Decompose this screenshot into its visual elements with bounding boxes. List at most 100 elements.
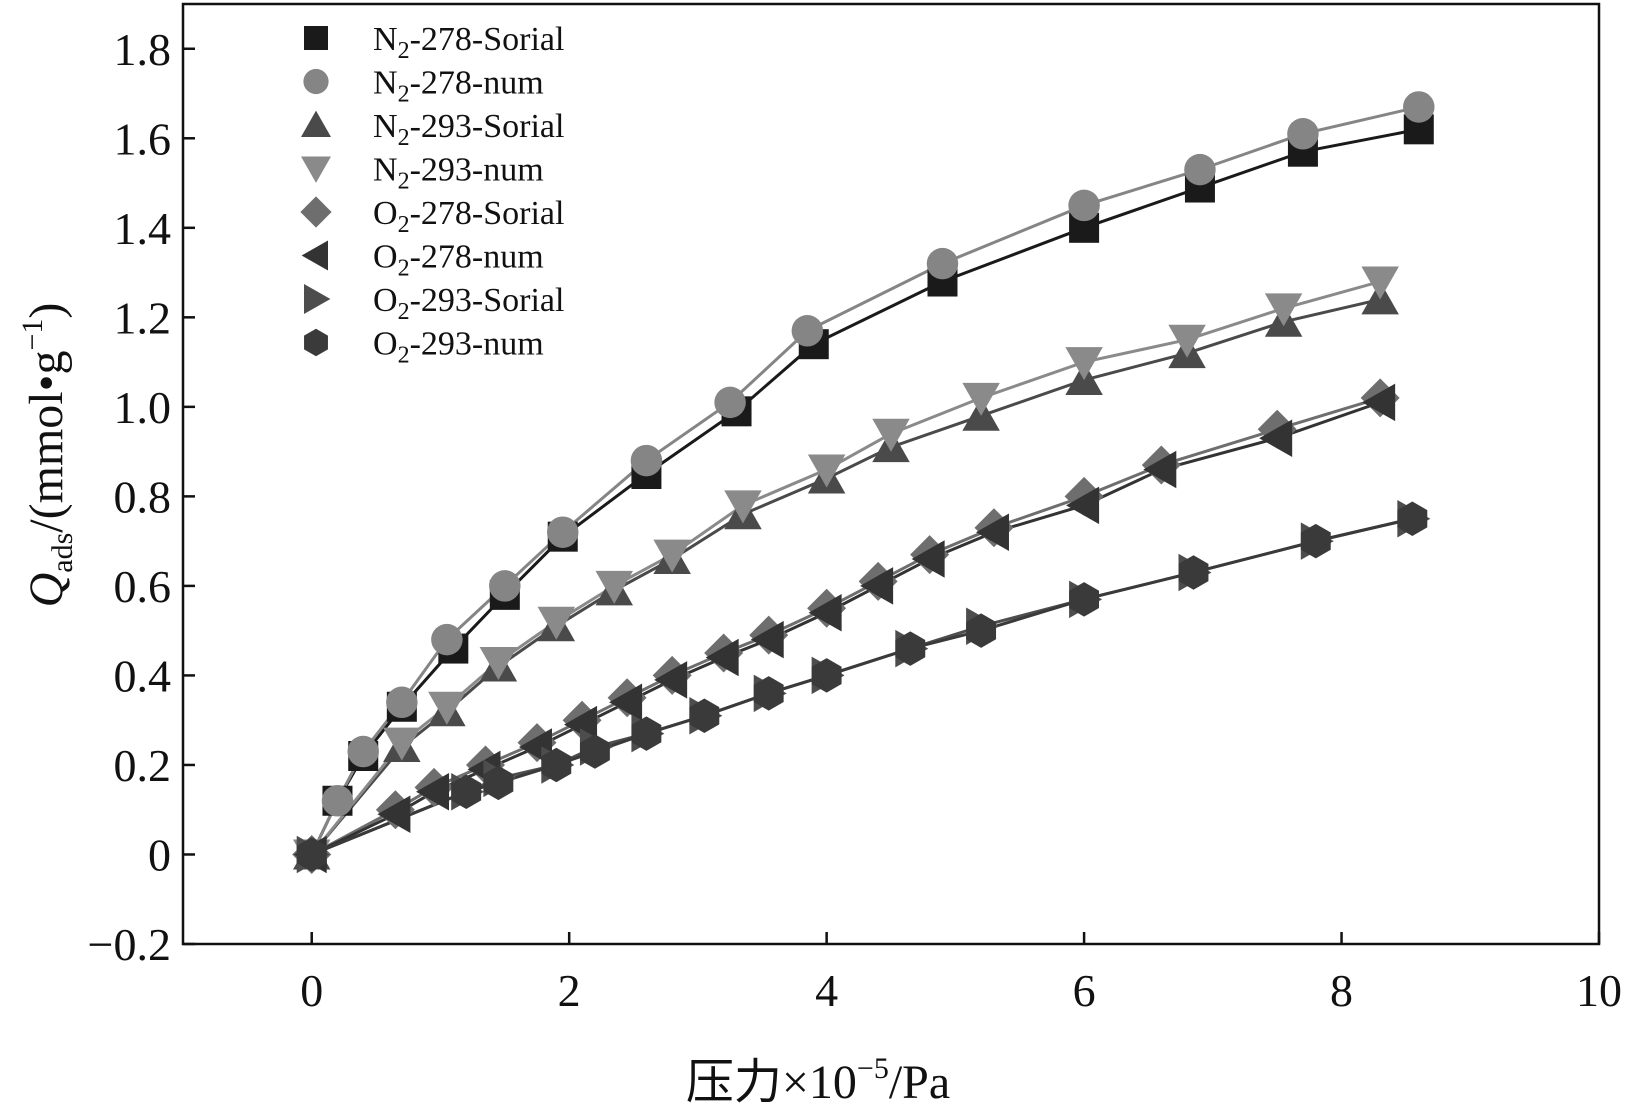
data-point-n2-278-num bbox=[1403, 91, 1435, 123]
data-point-n2-278-num bbox=[546, 516, 579, 548]
y-axis-title-q: Q bbox=[20, 573, 73, 608]
legend-gas: N bbox=[373, 152, 398, 189]
data-point-n2-278-num bbox=[714, 386, 746, 419]
y-tick-label: 1.6 bbox=[114, 113, 172, 164]
y-axis-title: Qads/(mmol•g−1) bbox=[16, 303, 79, 608]
x-axis-title-unit: /Pa bbox=[889, 1056, 950, 1108]
data-point-n2-293-num bbox=[1168, 324, 1206, 358]
data-point-o2-293-num bbox=[296, 837, 327, 872]
y-tick-label: 0.8 bbox=[114, 471, 172, 522]
x-tick-label: 4 bbox=[815, 965, 838, 1016]
legend-label-o2-278-num: O2-278-num bbox=[373, 239, 544, 282]
legend-label-o2-278-sorial: O2-278-Sorial bbox=[373, 195, 564, 238]
data-point-o2-293-num bbox=[579, 734, 610, 769]
x-tick-label: 0 bbox=[300, 965, 323, 1016]
x-tick-label: 8 bbox=[1330, 965, 1353, 1016]
data-point-o2-293-num bbox=[1178, 555, 1209, 590]
legend-label-o2-293-num: O2-293-num bbox=[373, 326, 544, 369]
y-tick-label: 0 bbox=[148, 829, 171, 880]
legend-gas-subscript: 2 bbox=[398, 212, 410, 238]
series-markers bbox=[292, 91, 1435, 874]
data-point-n2-278-num bbox=[1068, 189, 1100, 222]
legend-series-suffix: -293-num bbox=[410, 152, 544, 189]
legend-label-o2-293-sorial: O2-293-Sorial bbox=[373, 282, 564, 325]
y-axis-title-unit-post: ) bbox=[20, 303, 73, 319]
data-point-n2-278-num bbox=[791, 315, 824, 347]
legend-series-suffix: -278-Sorial bbox=[410, 195, 565, 232]
legend-marker-n2-278-sorial bbox=[304, 26, 328, 50]
data-point-n2-293-num bbox=[653, 539, 691, 573]
legend-series-suffix: -278-num bbox=[410, 65, 544, 102]
data-point-o2-278-num bbox=[705, 638, 739, 677]
legend-series-suffix: -278-Sorial bbox=[410, 21, 565, 58]
data-point-n2-278-num bbox=[431, 623, 463, 656]
data-point-o2-278-num bbox=[1259, 419, 1293, 457]
data-point-n2-278-num bbox=[347, 735, 379, 768]
legend-gas: N bbox=[373, 108, 398, 145]
data-point-n2-293-num bbox=[724, 490, 762, 524]
y-tick-label: 1.0 bbox=[114, 382, 172, 433]
data-point-n2-278-num bbox=[630, 444, 663, 477]
data-point-n2-293-num bbox=[807, 454, 846, 488]
legend-gas: O bbox=[373, 239, 398, 276]
data-point-o2-278-num bbox=[609, 683, 643, 722]
legend-gas: O bbox=[373, 282, 398, 319]
legend-gas-subscript: 2 bbox=[398, 343, 410, 369]
data-point-n2-293-num bbox=[962, 382, 1000, 416]
y-axis-title-sub: ads bbox=[46, 533, 79, 573]
data-point-o2-293-num bbox=[753, 676, 784, 711]
data-point-n2-278-num bbox=[926, 247, 959, 280]
data-point-n2-278-num bbox=[321, 785, 354, 817]
legend-gas-subscript: 2 bbox=[398, 38, 410, 64]
x-axis-title: 压力×10−5/Pa bbox=[686, 1052, 950, 1108]
y-tick-label: 1.4 bbox=[114, 203, 172, 254]
plot-frame bbox=[181, 2, 1601, 946]
data-point-o2-293-num bbox=[631, 716, 662, 751]
legend-marker-n2-278-num bbox=[303, 68, 329, 95]
data-point-o2-293-num bbox=[541, 747, 572, 783]
data-point-n2-293-num bbox=[383, 727, 421, 761]
x-axis-title-main: 压力×10 bbox=[686, 1056, 857, 1108]
data-point-o2-278-num bbox=[975, 513, 1009, 551]
data-point-o2-278-num bbox=[1143, 450, 1177, 489]
data-point-o2-293-num bbox=[483, 765, 514, 801]
data-point-n2-278-num bbox=[386, 686, 418, 719]
data-point-o2-278-num bbox=[377, 795, 411, 833]
data-point-o2-293-num bbox=[451, 774, 482, 810]
data-point-o2-278-num bbox=[1066, 486, 1100, 525]
legend-gas-subscript: 2 bbox=[398, 169, 410, 195]
data-point-o2-278-num bbox=[416, 773, 450, 811]
data-point-n2-293-num bbox=[428, 691, 466, 725]
data-point-o2-278-num bbox=[860, 567, 894, 605]
data-point-o2-293-num bbox=[1069, 582, 1100, 617]
legend-series-suffix: -293-num bbox=[410, 326, 544, 363]
legend-marker-o2-278-num bbox=[301, 240, 328, 271]
y-tick-label: −0.2 bbox=[88, 919, 171, 970]
y-tick-label: 1.2 bbox=[114, 292, 172, 343]
legend-gas: O bbox=[373, 195, 398, 232]
legend-gas: N bbox=[373, 65, 398, 102]
y-tick-label: 0.4 bbox=[114, 650, 172, 701]
legend-label-n2-278-num: N2-278-num bbox=[373, 65, 544, 108]
data-point-n2-278-num bbox=[1184, 153, 1216, 186]
legend-gas: O bbox=[373, 326, 398, 363]
data-point-n2-293-num bbox=[595, 570, 633, 604]
data-point-o2-293-num bbox=[895, 631, 926, 666]
data-point-o2-278-num bbox=[1362, 383, 1396, 422]
data-point-o2-278-num bbox=[654, 661, 688, 699]
x-axis-title-exponent: −5 bbox=[857, 1052, 889, 1085]
legend-label-n2-278-sorial: N2-278-Sorial bbox=[373, 21, 564, 64]
data-point-n2-293-num bbox=[872, 418, 910, 452]
legend-label-n2-293-num: N2-293-num bbox=[373, 152, 544, 195]
legend-marker-o2-293-num bbox=[304, 328, 328, 357]
legend-marker-n2-293-num bbox=[301, 156, 331, 183]
data-point-n2-293-num bbox=[1264, 293, 1303, 327]
data-point-n2-293-num bbox=[1361, 266, 1399, 300]
legend-series-suffix: -278-num bbox=[410, 239, 544, 276]
data-point-o2-293-num bbox=[1397, 501, 1428, 537]
data-point-o2-278-num bbox=[911, 540, 945, 578]
data-point-o2-293-num bbox=[1300, 523, 1331, 559]
axis-ticks: 0 2 4 6 8 10 −0.2 0 0.2 0.4 0.6 0.8 1.0 1.2 1.4 1.6 1.8 bbox=[88, 24, 1622, 1016]
y-axis-title-unit-pre: /(mmol•g bbox=[20, 351, 73, 533]
y-tick-label: 1.8 bbox=[114, 24, 172, 75]
